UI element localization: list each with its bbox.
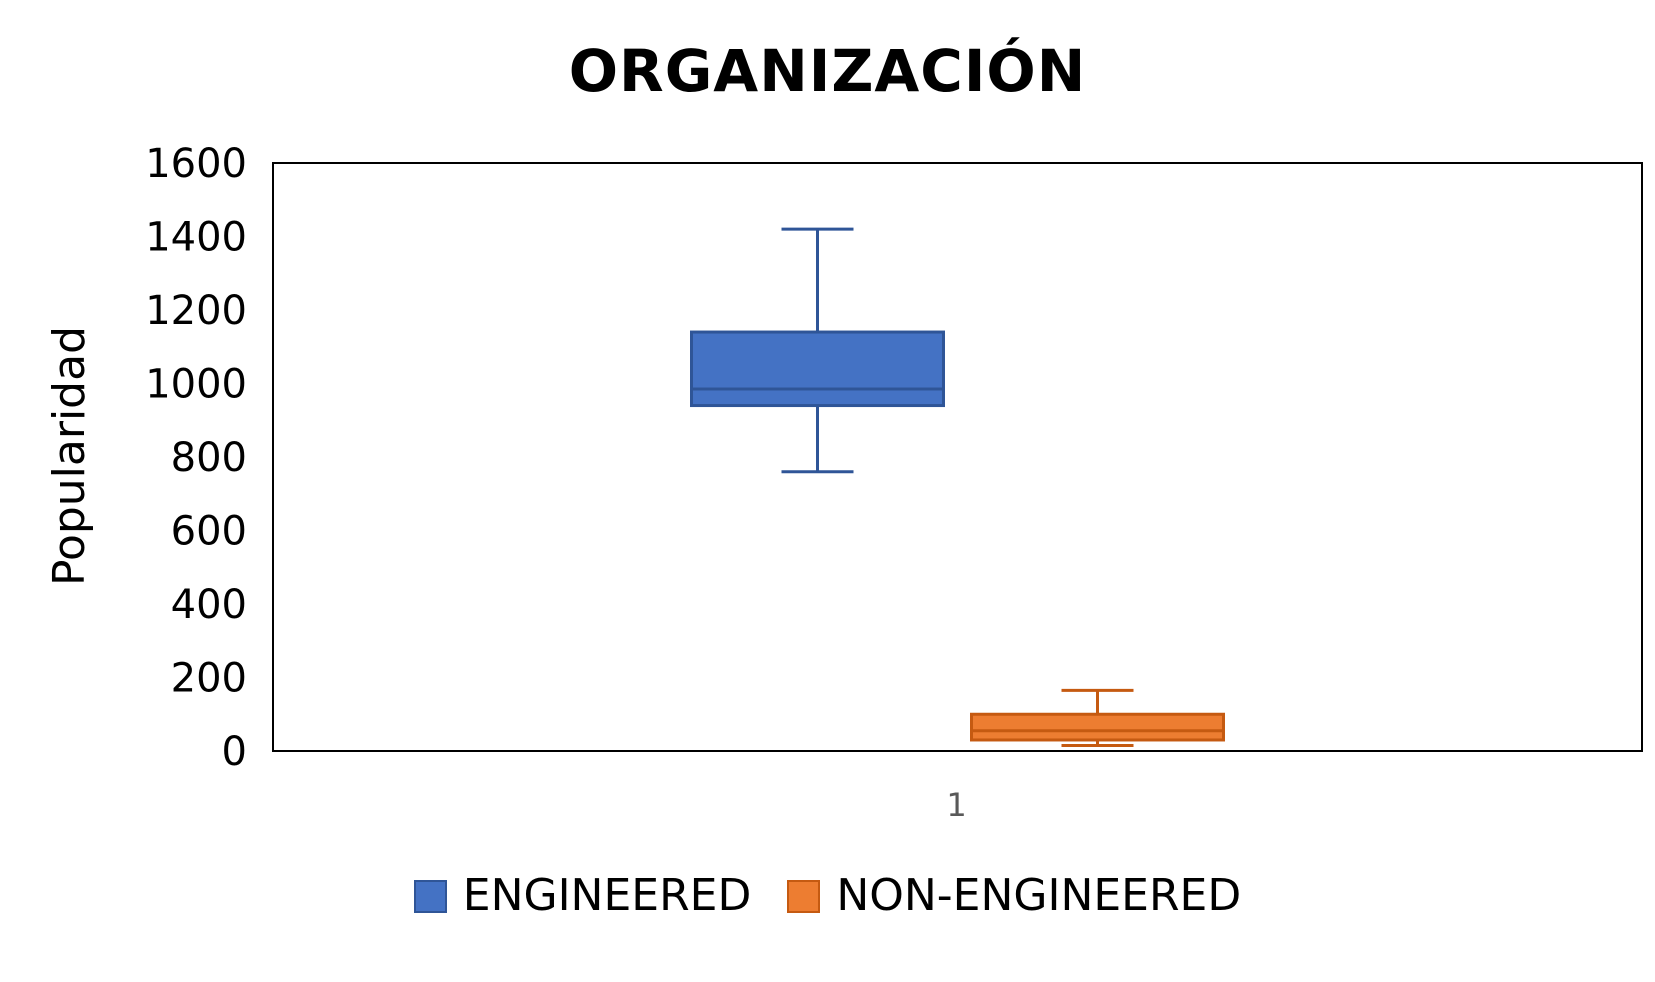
y-tick-label: 400 <box>171 582 247 628</box>
x-axis-categories: 1 <box>946 786 966 824</box>
y-tick-label: 1000 <box>145 362 247 408</box>
y-tick-label: 600 <box>171 509 247 555</box>
box-iqr <box>690 330 945 408</box>
y-tick-label: 0 <box>222 729 247 775</box>
y-tick-label: 200 <box>171 656 247 702</box>
y-tick-label: 1400 <box>145 215 247 261</box>
y-axis-ticks: 0 200 400 600 800 1000 1200 1400 1600 <box>145 141 247 775</box>
legend-swatch <box>787 879 821 913</box>
chart-title: ORGANIZACIÓN <box>568 37 1087 105</box>
box-series-non-engineered <box>970 688 1225 747</box>
y-tick-label: 800 <box>171 435 247 481</box>
box-series-group <box>690 227 1225 747</box>
y-axis-label-group: Popularidad <box>44 326 95 586</box>
legend-item: NON-ENGINEERED <box>787 870 1241 922</box>
box-series-engineered <box>690 227 945 474</box>
x-category-label: 1 <box>946 786 966 824</box>
legend-swatch <box>413 879 447 913</box>
y-axis-label: Popularidad <box>44 326 95 586</box>
legend-label: ENGINEERED <box>462 870 752 921</box>
plot-area-frame <box>272 162 1643 752</box>
y-tick-label: 1200 <box>145 288 247 334</box>
box-iqr <box>970 712 1225 742</box>
legend-item: ENGINEERED <box>413 870 752 922</box>
y-tick-label: 1600 <box>145 141 247 187</box>
legend: ENGINEERED NON-ENGINEERED <box>0 870 1655 922</box>
legend-label: NON-ENGINEERED <box>836 870 1242 921</box>
